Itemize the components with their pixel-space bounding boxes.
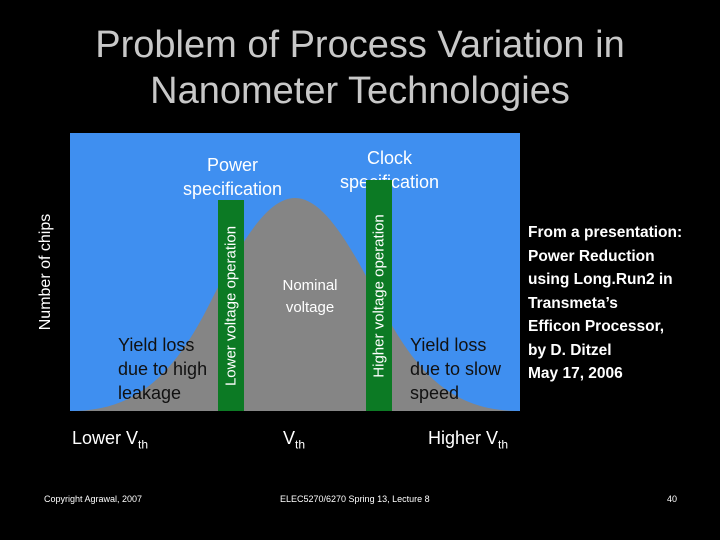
higher-voltage-operation-bar: Higher voltage operation [366,180,392,411]
source-line-7: May 17, 2006 [528,365,623,382]
footer-page-number: 40 [667,494,678,504]
vth-sub: th [295,437,306,452]
title-line-2: Nanometer Technologies [150,70,570,112]
higher-vth-sub: th [498,437,509,452]
lower-vth-sub: th [138,437,149,452]
x-label-vth: Vth [283,428,305,452]
source-line-3: using Long.Run2 in [528,271,673,288]
y-axis-label: Number of chips [37,213,54,331]
source-line-1: From a presentation: [528,224,683,241]
footer-copyright: Copyright Agrawal, 2007 [44,494,143,504]
nominal-line-1: Nominal [282,277,338,294]
source-note: From a presentation: Power Reduction usi… [528,221,718,386]
lower-vth-text: Lower V [72,428,139,448]
yield-loss-leakage-label: Yield loss due to high leakage [118,333,228,405]
nominal-line-2: voltage [285,299,335,316]
lower-voltage-operation-bar: Lower voltage operation [218,200,244,411]
vth-text: V [283,428,296,448]
title-line-1: Problem of Process Variation in [95,24,625,66]
source-line-4: Transmeta’s [528,294,618,312]
lower-voltage-operation-label: Lower voltage operation [222,225,240,386]
source-line-6: by D. Ditzel [528,341,612,359]
slide-title: Problem of Process Variation in Nanomete… [0,22,720,114]
higher-vth-text: Higher V [428,428,499,448]
yield-loss-speed-label: Yield loss due to slow speed [410,333,520,405]
yield-left-line-2: due to high [118,359,208,379]
footer-course: ELEC5270/6270 Spring 13, Lecture 8 [280,494,430,504]
clock-spec-line-1: Clock [366,148,412,168]
yield-right-line-3: speed [410,383,460,403]
power-spec-line-2: specification [182,179,283,199]
yield-right-line-1: Yield loss [410,335,487,355]
power-spec-line-1: Power [206,155,259,175]
x-label-lower-vth: Lower Vth [72,428,148,452]
yield-left-line-3: leakage [118,383,182,403]
yield-right-line-2: due to slow [410,359,502,379]
x-label-higher-vth: Higher Vth [428,428,508,452]
bell-curve-shape [70,198,520,411]
source-line-2: Power Reduction [528,247,655,265]
source-line-5: Efficon Processor, [528,318,665,335]
nominal-voltage-label: Nominal voltage [265,275,355,319]
distribution-curve [70,198,520,411]
yield-left-line-1: Yield loss [118,335,195,355]
higher-voltage-operation-label: Higher voltage operation [370,213,388,378]
power-specification-label: Power specification [160,153,305,201]
